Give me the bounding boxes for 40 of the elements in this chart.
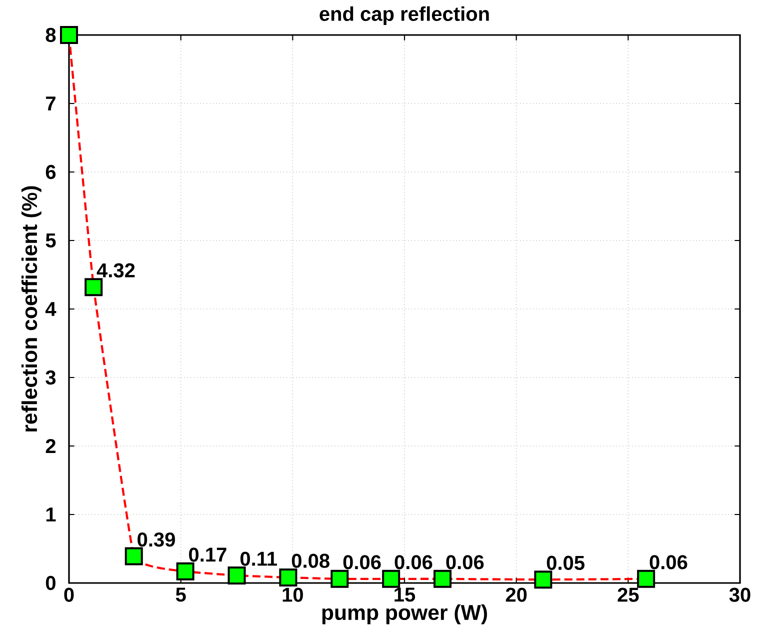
point bbox=[434, 570, 452, 588]
y-tick-label: 4 bbox=[45, 302, 56, 316]
y-tick-label: 8 bbox=[46, 28, 56, 42]
x-tick-label: 0 bbox=[64, 588, 74, 602]
point bbox=[124, 547, 143, 566]
data-label: 4.32 bbox=[96, 263, 135, 278]
y-tick-label: 7 bbox=[46, 96, 56, 110]
y-axis-title: reflection coefficient (%) bbox=[21, 186, 42, 432]
chart-title: end cap reflection bbox=[320, 6, 489, 25]
data-label: 0.06 bbox=[650, 555, 688, 570]
point bbox=[637, 570, 656, 588]
data-label: 0.06 bbox=[446, 555, 484, 570]
x-tick-label: 15 bbox=[394, 588, 416, 602]
point bbox=[228, 566, 246, 584]
data-label: 0.06 bbox=[394, 555, 432, 570]
point bbox=[279, 568, 298, 587]
point bbox=[534, 570, 552, 589]
data-label: 0.06 bbox=[343, 555, 381, 570]
y-tick-label: 5 bbox=[46, 234, 56, 248]
x-tick-label: 5 bbox=[176, 588, 186, 602]
point bbox=[382, 570, 400, 588]
data-label: 0.08 bbox=[292, 554, 330, 568]
point bbox=[176, 562, 194, 580]
x-axis-title: pump power (W) bbox=[322, 604, 487, 624]
data-label: 0.39 bbox=[138, 532, 175, 547]
point bbox=[60, 26, 78, 44]
x-tick-label: 20 bbox=[506, 588, 527, 602]
y-tick-label: 0 bbox=[46, 576, 56, 590]
x-tick-label: 10 bbox=[282, 588, 303, 602]
point bbox=[84, 278, 103, 296]
point bbox=[330, 570, 349, 588]
data-label: 0.17 bbox=[189, 548, 226, 562]
y-tick-label: 3 bbox=[46, 370, 56, 385]
x-tick-label: 30 bbox=[729, 588, 750, 602]
data-label: 0.11 bbox=[240, 552, 277, 566]
data-label: 0.05 bbox=[546, 556, 584, 570]
y-tick-label: 6 bbox=[46, 164, 56, 180]
x-tick-label: 25 bbox=[618, 588, 639, 602]
y-tick-label: 2 bbox=[46, 439, 56, 453]
y-tick-label: 1 bbox=[46, 508, 56, 522]
